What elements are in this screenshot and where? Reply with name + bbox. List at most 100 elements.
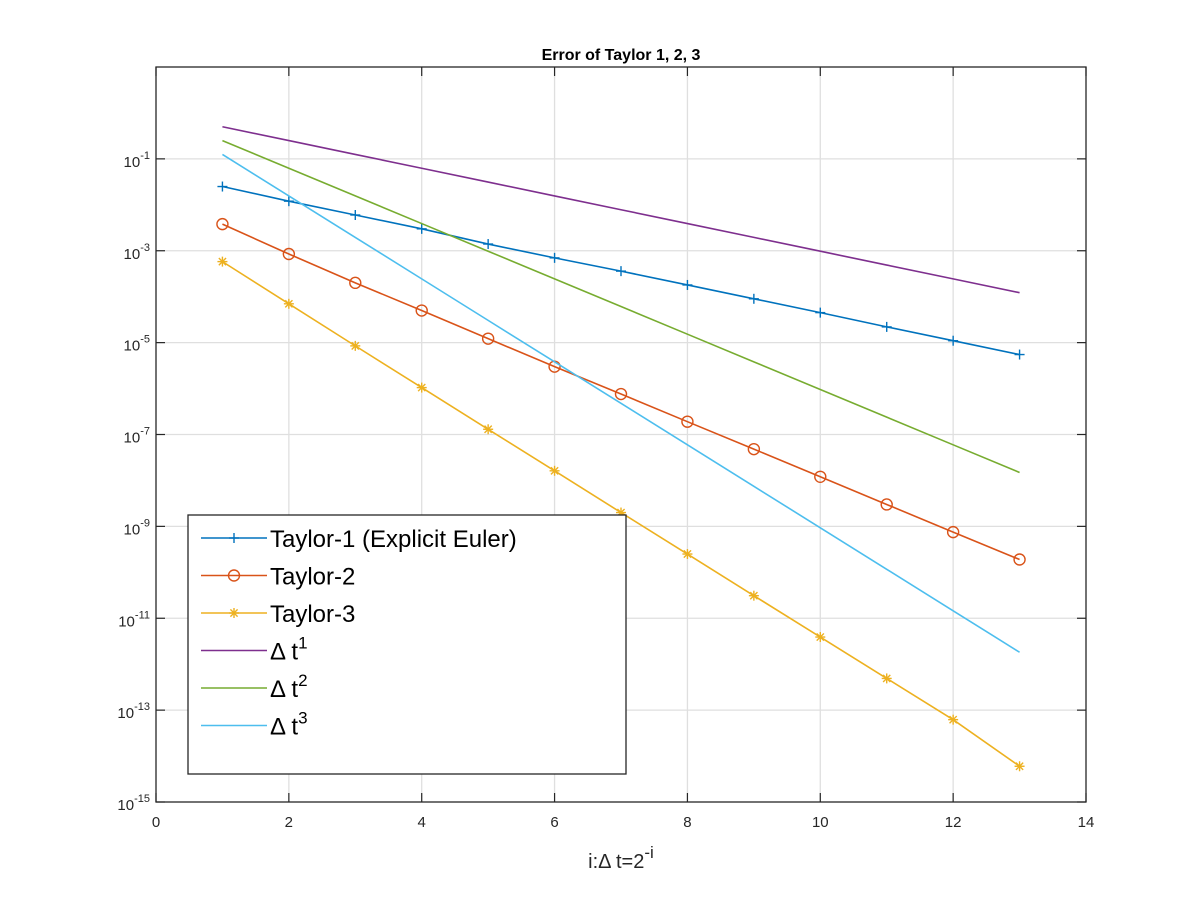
x-tick-label: 14 <box>1078 814 1095 831</box>
data-point <box>415 304 428 317</box>
data-point <box>282 247 296 261</box>
series-4 <box>222 139 1020 474</box>
x-tick-label: 10 <box>812 814 829 831</box>
legend-label: Taylor-3 <box>270 601 355 628</box>
series-layer <box>216 125 1026 772</box>
legend-swatch-marker <box>227 569 241 582</box>
legend-label: Taylor-1 (Explicit Euler) <box>270 526 517 553</box>
series-line <box>222 125 1020 294</box>
x-axis-label-mid: t=2 <box>610 851 644 873</box>
data-point <box>682 279 693 290</box>
legend-box <box>187 514 627 775</box>
x-tick-label: 12 <box>945 814 962 831</box>
data-point <box>416 223 427 234</box>
data-point <box>1014 761 1025 772</box>
data-point <box>217 181 228 192</box>
data-point <box>283 298 294 309</box>
data-point <box>815 307 826 318</box>
ticks: 0 2 4 6 8 10 12 14 10-15 10-13 10-11 10-9 10-7 10-5 10… <box>117 67 1094 831</box>
data-point <box>616 266 626 277</box>
legend: Taylor-1 (Explicit Euler) Taylor-2 Taylor-… <box>187 514 627 775</box>
y-tick-label: 10-1 <box>124 150 150 171</box>
x-axis-label-delta: Δ <box>598 851 611 873</box>
series-2 <box>217 256 1025 772</box>
data-point <box>549 465 560 476</box>
data-point <box>614 387 628 401</box>
series-line <box>222 223 1020 561</box>
y-tick-label: 10-11 <box>118 609 150 630</box>
data-point <box>748 590 759 601</box>
x-tick-label: 8 <box>683 814 691 831</box>
x-tick-label: 2 <box>285 814 293 831</box>
data-point <box>1014 349 1025 360</box>
data-point <box>815 632 826 643</box>
data-point <box>350 340 361 351</box>
data-point-d2 <box>949 715 958 724</box>
legend-swatch-marker-d2 <box>229 608 239 618</box>
data-point <box>748 293 759 304</box>
data-point-d2 <box>749 591 758 600</box>
data-point-d2 <box>1015 762 1024 771</box>
data-point <box>350 210 361 221</box>
data-point <box>483 239 494 250</box>
y-tick-label: 10-13 <box>117 701 150 722</box>
legend-label: Taylor-2 <box>270 564 355 591</box>
data-point <box>814 470 827 484</box>
x-axis-label-exponent: -i <box>644 843 653 862</box>
data-point <box>881 673 892 684</box>
series-3 <box>222 125 1020 294</box>
data-point <box>481 332 495 345</box>
data-point <box>216 217 229 231</box>
data-point-d2 <box>683 549 692 559</box>
legend-entry: Δ t3 <box>201 709 308 741</box>
legend-entry: Taylor-2 <box>201 564 355 591</box>
data-point <box>416 382 427 393</box>
data-point-d2 <box>218 257 227 266</box>
legend-swatch-marker <box>229 533 239 543</box>
data-point <box>747 442 761 456</box>
legend-entry: Δ t2 <box>201 671 308 703</box>
series-0 <box>217 181 1025 360</box>
data-point-d2 <box>816 632 825 642</box>
y-tick-label: 10-7 <box>124 426 150 447</box>
x-tick-label: 0 <box>152 814 160 831</box>
data-point <box>682 549 693 560</box>
y-tick-label: 10-5 <box>124 334 150 355</box>
series-1 <box>216 217 1026 566</box>
data-point <box>881 321 892 332</box>
legend-label: Δ t1 <box>270 634 308 666</box>
data-point <box>681 415 694 428</box>
y-tick-label: 10-9 <box>124 517 150 538</box>
data-point <box>217 256 228 267</box>
data-point-d2 <box>417 383 426 392</box>
legend-entry: Δ t1 <box>201 634 308 666</box>
data-point-d2 <box>284 299 293 308</box>
series-5 <box>222 153 1020 653</box>
data-point-d2 <box>351 341 360 350</box>
data-point <box>549 252 560 263</box>
legend-label: Δ t2 <box>270 671 308 703</box>
legend-label: Δ t3 <box>270 709 308 741</box>
data-point <box>1013 553 1026 566</box>
data-point <box>283 196 294 207</box>
y-tick-label: 10-3 <box>124 242 150 263</box>
data-point <box>483 424 494 435</box>
data-point <box>948 714 959 725</box>
chart-title: Error of Taylor 1, 2, 3 <box>542 47 701 64</box>
x-axis-label-prefix: i: <box>588 851 598 873</box>
legend-swatch-marker <box>229 608 239 618</box>
x-tick-label: 4 <box>418 814 426 831</box>
data-point-d2 <box>550 466 559 475</box>
data-point <box>349 276 362 290</box>
data-point <box>880 498 893 511</box>
data-point-d2 <box>882 674 891 683</box>
legend-entry: Taylor-1 (Explicit Euler) <box>201 526 517 553</box>
series-line <box>222 153 1020 653</box>
legend-entry: Taylor-3 <box>201 601 355 628</box>
x-axis-label: i:Δ t=2-i <box>588 843 654 873</box>
x-tick-label: 6 <box>550 814 558 831</box>
series-line <box>222 139 1020 474</box>
data-point-d2 <box>484 425 493 434</box>
data-point <box>946 525 960 539</box>
